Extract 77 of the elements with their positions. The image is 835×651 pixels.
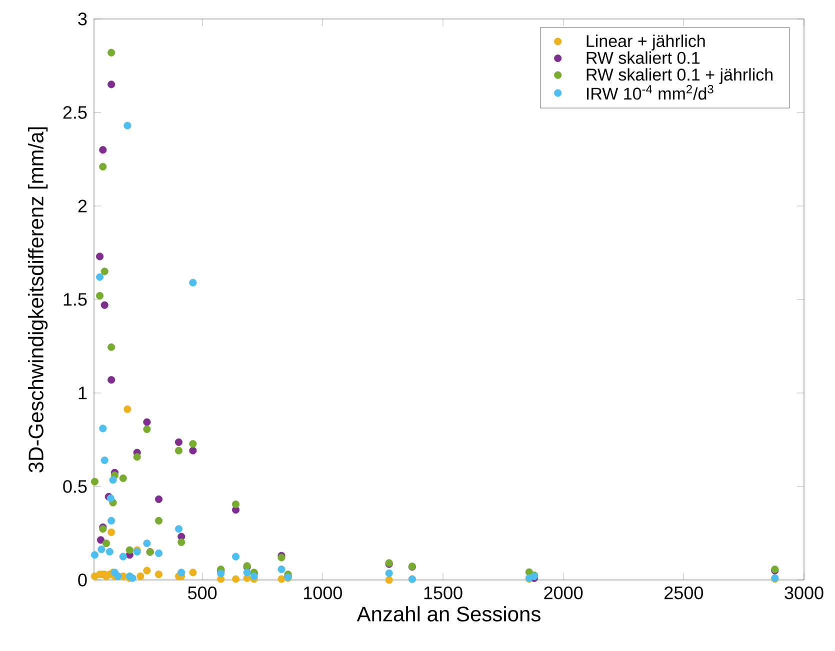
point bbox=[96, 536, 105, 544]
point bbox=[154, 516, 163, 525]
point bbox=[128, 574, 136, 582]
point bbox=[217, 570, 225, 578]
point bbox=[100, 456, 108, 464]
y-tick-label: 0 bbox=[78, 574, 87, 586]
x-tick-label: 3000 bbox=[784, 586, 824, 600]
point bbox=[100, 268, 108, 276]
point bbox=[189, 568, 197, 576]
point bbox=[108, 48, 116, 56]
point bbox=[96, 273, 104, 281]
x-tick-label: 500 bbox=[188, 586, 217, 600]
point bbox=[133, 453, 141, 461]
point bbox=[178, 568, 186, 576]
point bbox=[99, 424, 107, 432]
point bbox=[189, 446, 197, 454]
point bbox=[143, 540, 151, 548]
point bbox=[232, 552, 240, 560]
point bbox=[232, 575, 240, 583]
point bbox=[154, 549, 163, 558]
legend-label: IRW 10$^{-4}$ mm$^{2}$/d$^{3}$ bbox=[587, 84, 714, 100]
x-tick-label: 1000 bbox=[304, 586, 342, 600]
legend-label: RW skaliert 0.1 + jährlich bbox=[586, 68, 772, 84]
point bbox=[99, 162, 107, 171]
point bbox=[108, 516, 116, 525]
point bbox=[278, 566, 286, 574]
point bbox=[385, 576, 393, 584]
y-tick-label: 1.5 bbox=[64, 293, 87, 306]
point bbox=[243, 568, 251, 576]
point bbox=[174, 525, 183, 533]
point bbox=[108, 528, 116, 536]
point bbox=[136, 572, 144, 580]
point bbox=[108, 343, 116, 351]
x-tick-label: 2000 bbox=[544, 586, 583, 600]
point bbox=[232, 500, 240, 508]
point bbox=[99, 146, 107, 154]
point bbox=[154, 570, 163, 578]
legend-label: Linear + jährlich bbox=[586, 34, 705, 50]
point bbox=[174, 446, 183, 454]
point bbox=[119, 552, 127, 560]
point bbox=[102, 540, 110, 548]
y-tick-label: 2.5 bbox=[63, 106, 87, 119]
point bbox=[108, 376, 116, 384]
point bbox=[108, 80, 116, 88]
point bbox=[278, 575, 286, 583]
point bbox=[98, 546, 106, 554]
point bbox=[96, 292, 104, 300]
point bbox=[189, 440, 197, 448]
point bbox=[124, 122, 132, 130]
x-axis-title: Anzahl an Sessions bbox=[356, 606, 540, 622]
point bbox=[126, 546, 134, 554]
point bbox=[109, 476, 117, 484]
point bbox=[154, 495, 163, 503]
point bbox=[90, 551, 99, 559]
point bbox=[189, 278, 197, 286]
legend-label: RW skaliert 0.1 bbox=[586, 51, 700, 64]
point bbox=[143, 425, 151, 434]
y-tick-label: 1 bbox=[78, 386, 87, 400]
point bbox=[385, 569, 393, 578]
point bbox=[143, 418, 151, 426]
y-tick-label: 0.5 bbox=[63, 480, 87, 493]
point bbox=[106, 548, 114, 556]
point bbox=[119, 474, 127, 482]
x-tick-label: 1500 bbox=[424, 586, 462, 600]
y-tick-label: 2 bbox=[78, 200, 87, 212]
y-axis-title: 3D-Geschwindigkeitsdifferenz [mm/a] bbox=[28, 127, 48, 472]
point bbox=[124, 405, 132, 414]
point bbox=[143, 566, 151, 574]
point bbox=[174, 438, 183, 446]
point bbox=[114, 572, 122, 580]
point bbox=[250, 572, 258, 580]
x-tick-label: 2500 bbox=[664, 586, 703, 600]
y-tick-label: 3 bbox=[78, 12, 87, 26]
point bbox=[100, 301, 108, 309]
point bbox=[178, 538, 186, 546]
point bbox=[96, 252, 104, 260]
point bbox=[90, 478, 99, 486]
